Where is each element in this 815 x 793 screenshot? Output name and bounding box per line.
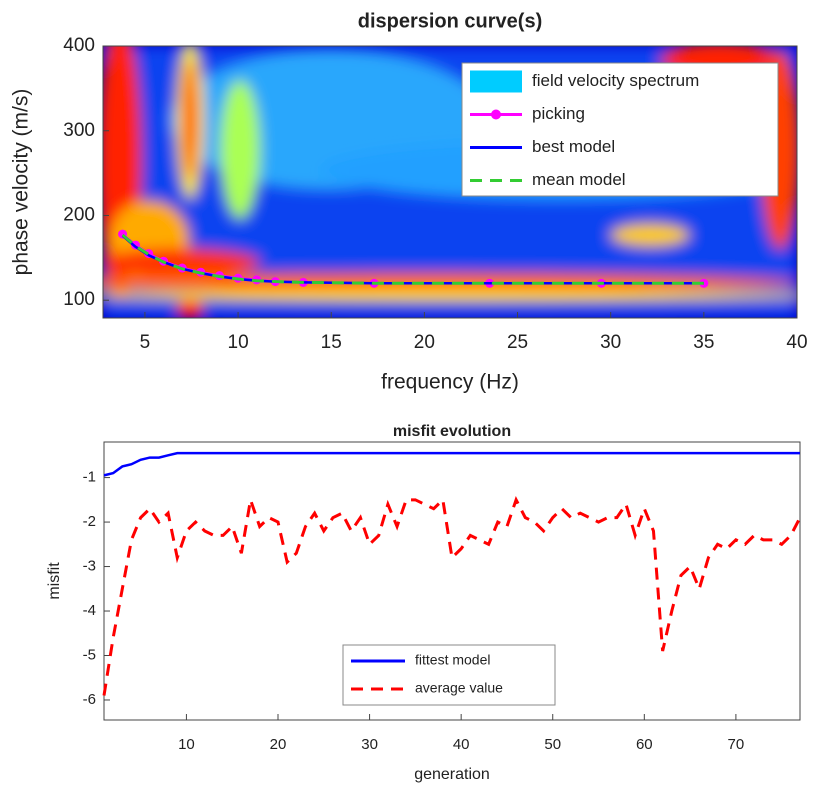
y-tick-label: 300 [63, 120, 95, 141]
y-tick-label: 100 [63, 289, 95, 310]
x-tick-label: 10 [178, 736, 195, 753]
y-tick-label: -5 [83, 646, 96, 663]
legend-swatch [470, 70, 522, 93]
x-tick-label: 30 [361, 736, 378, 753]
plot-frame [102, 45, 798, 319]
x-tick-label: 15 [321, 332, 342, 353]
series-line [103, 451, 800, 477]
chart-title: dispersion curve(s) [358, 10, 543, 32]
legend-label: picking [532, 104, 585, 123]
legend-label: mean model [532, 170, 626, 189]
legend-marker [491, 109, 501, 120]
y-tick-label: 400 [63, 35, 95, 56]
y-tick-label: -1 [83, 469, 96, 486]
y-tick-label: 200 [63, 204, 95, 225]
x-axis-label: generation [414, 766, 490, 783]
legend-label: field velocity spectrum [532, 71, 699, 90]
legend-label: fittest model [415, 652, 490, 668]
legend-label: best model [532, 137, 615, 156]
y-tick-label: -3 [83, 558, 96, 575]
y-tick-label: -2 [83, 513, 96, 530]
x-tick-label: 40 [453, 736, 470, 753]
series-line [102, 496, 802, 696]
y-axis-label: phase velocity (m/s) [10, 89, 33, 276]
y-axis-label: misfit [46, 562, 63, 600]
y-tick-label: -4 [83, 602, 96, 619]
x-tick-label: 50 [544, 736, 561, 753]
x-tick-label: 35 [693, 332, 714, 353]
x-tick-label: 10 [228, 332, 249, 353]
chart-title: misfit evolution [393, 423, 511, 440]
legend-label: average value [415, 680, 503, 696]
x-tick-label: 5 [140, 332, 151, 353]
x-tick-label: 70 [728, 736, 745, 753]
x-tick-label: 20 [414, 332, 435, 353]
y-tick-label: -6 [83, 691, 96, 708]
legend-box [342, 644, 556, 706]
x-tick-label: 40 [786, 332, 807, 353]
x-tick-label: 25 [507, 332, 528, 353]
x-tick-label: 30 [600, 332, 621, 353]
x-tick-label: 20 [270, 736, 287, 753]
x-tick-label: 60 [636, 736, 653, 753]
series-line [121, 233, 704, 285]
x-axis-label: frequency (Hz) [381, 371, 519, 394]
